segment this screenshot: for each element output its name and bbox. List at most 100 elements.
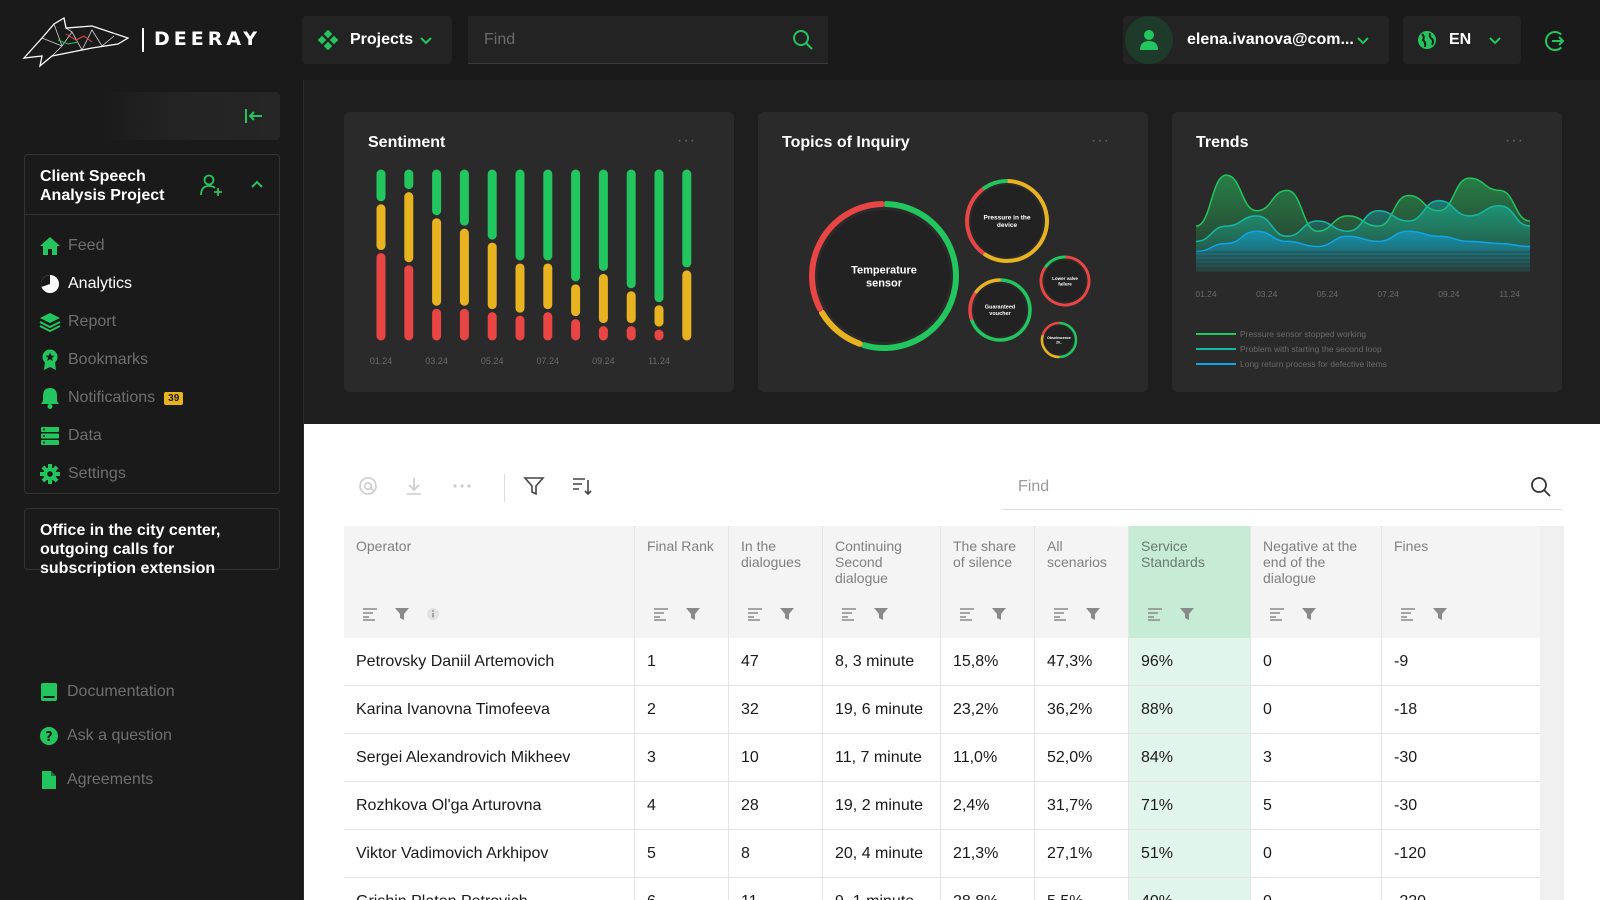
sentiment-bar-segment xyxy=(543,169,553,261)
filter-icon[interactable] xyxy=(991,606,1007,622)
projects-dropdown[interactable]: Projects xyxy=(302,16,452,64)
table-row[interactable]: Karina Ivanovna Timofeeva 2 32 19, 6 minute… xyxy=(344,686,1540,734)
card-title: Sentiment xyxy=(368,134,446,151)
table-cell: 1 xyxy=(634,638,728,685)
sort-lines-icon[interactable] xyxy=(653,606,669,622)
filter-icon[interactable] xyxy=(1301,606,1317,622)
sort-lines-icon[interactable] xyxy=(1400,606,1416,622)
filter-icon[interactable] xyxy=(685,606,701,622)
sort-lines-icon[interactable] xyxy=(1053,606,1069,622)
column-header[interactable]: Operator xyxy=(344,526,634,638)
sort-lines-icon[interactable] xyxy=(841,606,857,622)
table-search[interactable] xyxy=(1002,464,1562,510)
cell-value: 11 xyxy=(741,893,758,900)
table-row[interactable]: Grishin Platon Petrovich 6 11 9, 1 minute 28… xyxy=(344,878,1540,900)
language-label: EN xyxy=(1449,31,1472,48)
card-menu-icon[interactable]: ··· xyxy=(677,132,696,149)
sort-lines-icon[interactable] xyxy=(959,606,975,622)
download-icon[interactable] xyxy=(402,474,426,498)
nav-item-notifications[interactable]: Notifications 39 xyxy=(39,379,269,417)
info-icon[interactable] xyxy=(426,607,440,621)
book-icon xyxy=(38,681,60,703)
filter-icon[interactable] xyxy=(1432,606,1448,622)
nav-item-data[interactable]: Data xyxy=(39,417,269,455)
nav-item-feed[interactable]: Feed xyxy=(39,227,269,265)
sort-lines-icon[interactable] xyxy=(1269,606,1285,622)
cell-value: 52,0% xyxy=(1047,749,1093,766)
nav-item-bookmarks[interactable]: Bookmarks xyxy=(39,341,269,379)
deeray-logo[interactable]: DEERAY xyxy=(22,10,272,70)
nav-item-report[interactable]: Report xyxy=(39,303,269,341)
nav-item-settings[interactable]: Settings xyxy=(39,455,269,493)
card-menu-icon[interactable]: ··· xyxy=(1505,132,1524,149)
topic-label: Temperature sensor xyxy=(851,264,917,289)
column-header[interactable]: All scenarios xyxy=(1034,526,1128,638)
topic-ring-segment xyxy=(982,179,1008,190)
filter-icon[interactable] xyxy=(873,606,889,622)
sentiment-bar-segment xyxy=(543,312,553,341)
nav-label: Ask a question xyxy=(67,727,172,744)
topic-ring-segment xyxy=(965,187,985,255)
table-scrollbar[interactable] xyxy=(1540,526,1564,900)
column-controls xyxy=(1269,606,1317,622)
sentiment-bar-segment xyxy=(571,319,581,341)
table-cell: 51% xyxy=(1128,830,1250,877)
column-header[interactable]: Final Rank xyxy=(634,526,728,638)
table-row[interactable]: Petrovsky Daniil Artemovich 1 47 8, 3 minut… xyxy=(344,638,1540,686)
table-cell: -120 xyxy=(1381,830,1540,877)
office-card[interactable]: Office in the city center, outgoing call… xyxy=(24,508,280,577)
filter-icon[interactable] xyxy=(1179,606,1195,622)
table-cell: Grishin Platon Petrovich xyxy=(344,878,634,900)
sort-lines-icon[interactable] xyxy=(1147,606,1163,622)
add-user-icon[interactable] xyxy=(199,173,223,197)
sort-lines-icon[interactable] xyxy=(362,606,378,622)
nav-item-analytics[interactable]: Analytics xyxy=(39,265,269,303)
sort-icon[interactable] xyxy=(570,474,594,498)
logout-icon[interactable] xyxy=(1538,24,1572,58)
table-search-input[interactable] xyxy=(1018,474,1498,500)
filter-icon[interactable] xyxy=(779,606,795,622)
cell-value: 3 xyxy=(647,749,656,766)
cell-value: 2 xyxy=(647,701,656,718)
table-row[interactable]: Rozhkova Ol'ga Arturovna 4 28 19, 2 minute 2… xyxy=(344,782,1540,830)
table-cell: 5 xyxy=(1250,782,1381,829)
cell-value: 47,3% xyxy=(1047,653,1093,670)
header-search[interactable] xyxy=(468,16,828,64)
user-dropdown[interactable]: elena.ivanova@com... xyxy=(1123,16,1389,64)
logo-separator xyxy=(142,28,144,52)
sort-lines-icon[interactable] xyxy=(747,606,763,622)
column-header[interactable]: In the dialogues xyxy=(728,526,822,638)
column-header[interactable]: Continuing Second dialogue xyxy=(822,526,940,638)
header-search-input[interactable] xyxy=(484,28,774,52)
table-row[interactable]: Viktor Vadimovich Arkhipov 5 8 20, 4 minute… xyxy=(344,830,1540,878)
card-menu-icon[interactable]: ··· xyxy=(1091,132,1110,149)
user-email: elena.ivanova@com... xyxy=(1187,31,1354,48)
avatar[interactable] xyxy=(1125,16,1173,64)
column-header[interactable]: Negative at the end of the dialogue xyxy=(1250,526,1381,638)
at-mention-icon[interactable] xyxy=(356,474,380,498)
filter-icon[interactable] xyxy=(1085,606,1101,622)
language-dropdown[interactable]: EN xyxy=(1403,16,1521,64)
cell-value: 0 xyxy=(1263,893,1272,900)
column-header-label: Continuing Second dialogue xyxy=(835,538,902,586)
chevron-up-icon[interactable] xyxy=(247,175,267,195)
search-icon[interactable] xyxy=(1530,476,1552,498)
column-header[interactable]: Fines xyxy=(1381,526,1540,638)
more-dots-icon[interactable] xyxy=(450,474,474,498)
collapse-sidebar-button[interactable] xyxy=(100,92,280,140)
project-card-header[interactable]: Client Speech Analysis Project xyxy=(25,155,279,215)
table-cell: 47 xyxy=(728,638,822,685)
filter-icon[interactable] xyxy=(522,474,546,498)
table-row[interactable]: Sergei Alexandrovich Mikheev 3 10 11, 7 min… xyxy=(344,734,1540,782)
filter-icon[interactable] xyxy=(394,606,410,622)
column-header[interactable]: Service Standards xyxy=(1128,526,1250,638)
sentiment-chart: 01.24 03.24 05.24 07.24 09.24 11.24 xyxy=(370,169,692,366)
cell-value: Viktor Vadimovich Arkhipov xyxy=(356,845,549,862)
nav-item-agreements[interactable]: Agreements xyxy=(38,758,278,802)
nav-item-ask-question[interactable]: ? Ask a question xyxy=(38,714,278,758)
cell-value: 0 xyxy=(1263,701,1272,718)
search-icon[interactable] xyxy=(792,29,814,51)
trends-chart: 01.24 03.24 05.24 07.24 09.24 11.24 Pressure s… xyxy=(1195,174,1531,369)
nav-item-documentation[interactable]: Documentation xyxy=(38,670,278,714)
column-header[interactable]: The share of silence xyxy=(940,526,1034,638)
